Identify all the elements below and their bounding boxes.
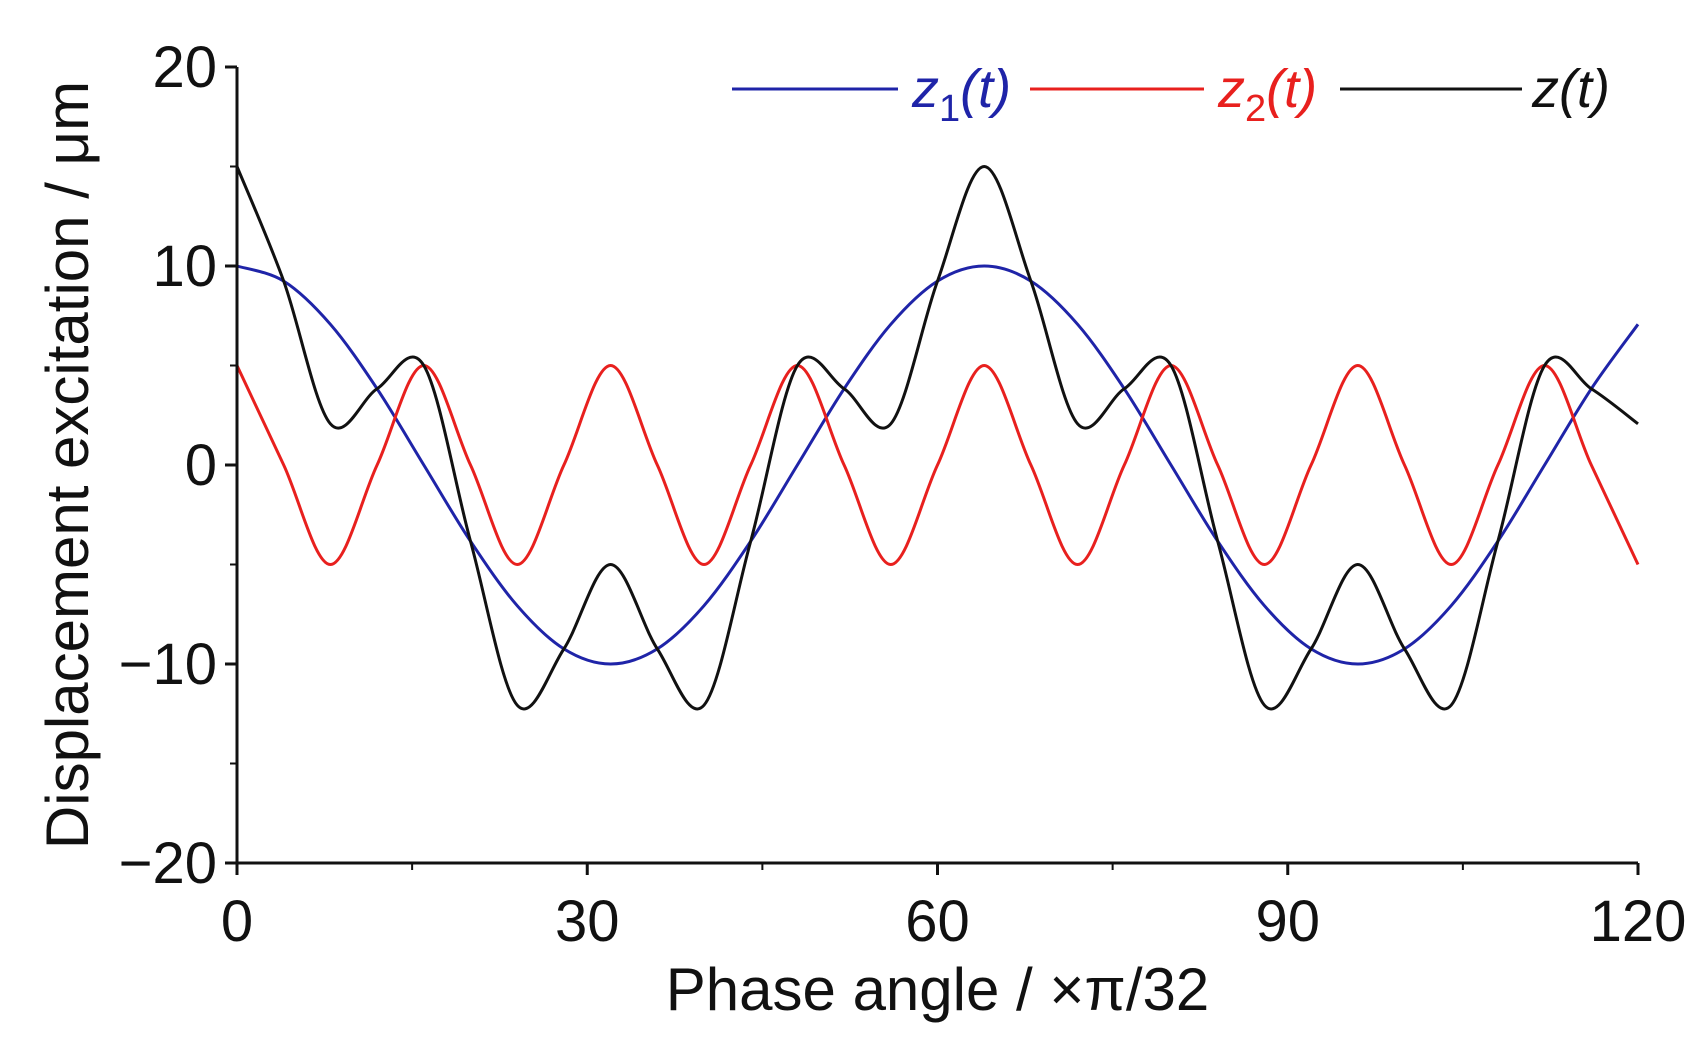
x-tick-label: 120: [1590, 889, 1687, 954]
x-tick-label: 0: [221, 889, 253, 954]
legend-item-3: z(t): [1340, 59, 1610, 119]
series-layer: [235, 165, 1640, 711]
legend-item-2: z2(t): [1030, 59, 1317, 130]
legend-label-main: z: [1531, 59, 1559, 119]
legend-label-tail: (t): [1559, 59, 1610, 119]
legend-label: z1(t): [911, 59, 1011, 130]
x-tick-label: 90: [1255, 889, 1320, 954]
legend-label-main: z: [1217, 59, 1245, 119]
legend-label: z(t): [1531, 59, 1610, 119]
legend-label: z2(t): [1217, 59, 1317, 130]
x-axis-title: Phase angle / ×π/32: [666, 956, 1209, 1023]
axes-layer: −20 −10 0 10 20 0 30 60 90 120: [119, 35, 1687, 954]
legend-label-main: z: [911, 59, 939, 119]
y-tick-label: 20: [152, 35, 217, 100]
series-line-3: [235, 165, 1639, 711]
legend-label-sub: 1: [939, 88, 960, 130]
legend-item-1: z1(t): [732, 59, 1011, 130]
y-axis-title: Displacement excitation / μm: [34, 81, 101, 849]
x-tick-label: 30: [555, 889, 620, 954]
legend-label-sub: 2: [1245, 88, 1266, 130]
y-tick-label: 0: [185, 433, 217, 498]
series-line-2: [235, 364, 1640, 566]
y-tick-label: 10: [152, 234, 217, 299]
y-tick-label: −10: [119, 632, 217, 697]
legend: z1(t) z2(t) z(t): [732, 59, 1610, 130]
legend-label-tail: (t): [960, 59, 1011, 119]
y-tick-label: −20: [119, 831, 217, 896]
x-tick-label: 60: [905, 889, 970, 954]
legend-label-tail: (t): [1266, 59, 1317, 119]
